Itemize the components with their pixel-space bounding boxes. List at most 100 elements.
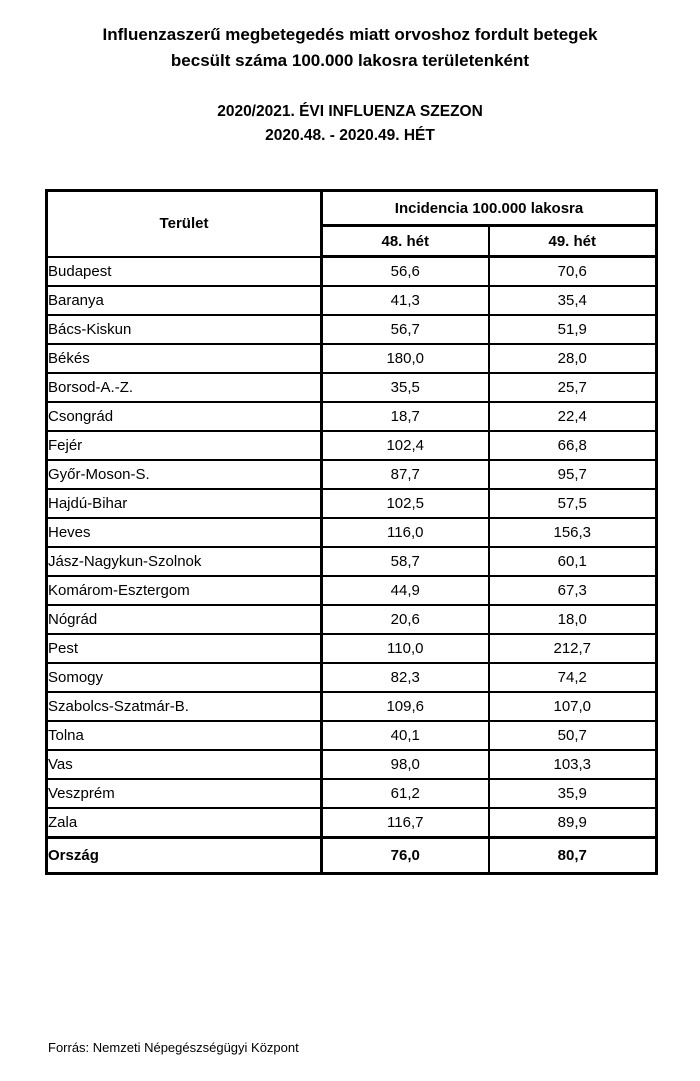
week49-cell: 18,0 bbox=[487, 603, 658, 635]
week48-cell: 20,6 bbox=[320, 603, 490, 635]
table-row: Zala 116,7 89,9 bbox=[45, 806, 658, 838]
table-header-incidence-group: Incidencia 100.000 lakosra bbox=[320, 189, 658, 227]
table-body: Budapest 56,6 70,6 Baranya 41,3 35,4 Bác… bbox=[45, 255, 658, 838]
total-week49-cell: 80,7 bbox=[487, 835, 658, 875]
area-cell: Baranya bbox=[45, 284, 323, 316]
area-cell: Borsod-A.-Z. bbox=[45, 371, 323, 403]
week48-cell: 98,0 bbox=[320, 748, 490, 780]
week49-cell: 35,4 bbox=[487, 284, 658, 316]
page-title-line1: Influenzaszerű megbetegedés miatt orvosh… bbox=[102, 25, 598, 44]
week49-cell: 50,7 bbox=[487, 719, 658, 751]
area-cell: Szabolcs-Szatmár-B. bbox=[45, 690, 323, 722]
week48-cell: 40,1 bbox=[320, 719, 490, 751]
week48-cell: 56,7 bbox=[320, 313, 490, 345]
week49-cell: 22,4 bbox=[487, 400, 658, 432]
area-cell: Hajdú-Bihar bbox=[45, 487, 323, 519]
week48-cell: 109,6 bbox=[320, 690, 490, 722]
page-title-line2: becsült száma 100.000 lakosra területenk… bbox=[170, 51, 530, 71]
week49-cell: 212,7 bbox=[487, 632, 658, 664]
table-header-week48: 48. hét bbox=[320, 224, 490, 258]
area-cell: Veszprém bbox=[45, 777, 323, 809]
table-row: Jász-Nagykun-Szolnok 58,7 60,1 bbox=[45, 545, 658, 577]
total-week48-cell: 76,0 bbox=[320, 835, 490, 875]
table-row: Hajdú-Bihar 102,5 57,5 bbox=[45, 487, 658, 519]
week49-cell: 57,5 bbox=[487, 487, 658, 519]
week49-cell: 28,0 bbox=[487, 342, 658, 374]
total-row: Ország 76,0 80,7 bbox=[45, 835, 658, 875]
area-cell: Pest bbox=[45, 632, 323, 664]
week49-cell: 74,2 bbox=[487, 661, 658, 693]
week48-cell: 56,6 bbox=[320, 255, 490, 287]
table-row: Fejér 102,4 66,8 bbox=[45, 429, 658, 461]
source-note: Forrás: Nemzeti Népegészségügyi Központ bbox=[48, 1040, 299, 1055]
week49-cell: 156,3 bbox=[487, 516, 658, 548]
header-row-group: Terület Incidencia 100.000 lakosra bbox=[45, 189, 658, 258]
week48-cell: 110,0 bbox=[320, 632, 490, 664]
table-row: Veszprém 61,2 35,9 bbox=[45, 777, 658, 809]
table-row: Komárom-Esztergom 44,9 67,3 bbox=[45, 574, 658, 606]
week48-cell: 61,2 bbox=[320, 777, 490, 809]
week49-cell: 66,8 bbox=[487, 429, 658, 461]
table-row: Vas 98,0 103,3 bbox=[45, 748, 658, 780]
area-cell: Fejér bbox=[45, 429, 323, 461]
total-area-cell: Ország bbox=[45, 835, 323, 875]
title-block: Influenzaszerű megbetegedés miatt orvosh… bbox=[0, 0, 700, 75]
area-cell: Csongrád bbox=[45, 400, 323, 432]
week48-cell: 116,7 bbox=[320, 806, 490, 838]
week48-cell: 102,4 bbox=[320, 429, 490, 461]
area-cell: Budapest bbox=[45, 255, 323, 287]
table-header: Terület Incidencia 100.000 lakosra 48. h… bbox=[45, 189, 658, 258]
area-cell: Zala bbox=[45, 806, 323, 838]
season-subtitle: 2020/2021. ÉVI INFLUENZA SZEZON 2020.48.… bbox=[0, 100, 700, 148]
week48-cell: 35,5 bbox=[320, 371, 490, 403]
week48-cell: 87,7 bbox=[320, 458, 490, 490]
week49-cell: 51,9 bbox=[487, 313, 658, 345]
incidence-table: Terület Incidencia 100.000 lakosra 48. h… bbox=[45, 189, 659, 875]
week48-cell: 44,9 bbox=[320, 574, 490, 606]
table-row: Budapest 56,6 70,6 bbox=[45, 255, 658, 287]
area-cell: Tolna bbox=[45, 719, 323, 751]
area-cell: Komárom-Esztergom bbox=[45, 574, 323, 606]
week48-cell: 41,3 bbox=[320, 284, 490, 316]
week49-cell: 25,7 bbox=[487, 371, 658, 403]
area-cell: Heves bbox=[45, 516, 323, 548]
table-row: Győr-Moson-S. 87,7 95,7 bbox=[45, 458, 658, 490]
week49-cell: 89,9 bbox=[487, 806, 658, 838]
week48-cell: 18,7 bbox=[320, 400, 490, 432]
area-cell: Nógrád bbox=[45, 603, 323, 635]
area-cell: Vas bbox=[45, 748, 323, 780]
season-subtitle-line2: 2020.48. - 2020.49. HÉT bbox=[265, 126, 435, 144]
week49-cell: 60,1 bbox=[487, 545, 658, 577]
season-block: 2020/2021. ÉVI INFLUENZA SZEZON 2020.48.… bbox=[0, 100, 700, 148]
week49-cell: 107,0 bbox=[487, 690, 658, 722]
area-cell: Békés bbox=[45, 342, 323, 374]
week48-cell: 58,7 bbox=[320, 545, 490, 577]
page-title: Influenzaszerű megbetegedés miatt orvosh… bbox=[30, 22, 670, 75]
table-row: Bács-Kiskun 56,7 51,9 bbox=[45, 313, 658, 345]
week49-cell: 67,3 bbox=[487, 574, 658, 606]
table-row: Nógrád 20,6 18,0 bbox=[45, 603, 658, 635]
season-subtitle-line1: 2020/2021. ÉVI INFLUENZA SZEZON bbox=[217, 102, 483, 120]
table-header-week49: 49. hét bbox=[487, 224, 658, 258]
area-cell: Győr-Moson-S. bbox=[45, 458, 323, 490]
week49-cell: 35,9 bbox=[487, 777, 658, 809]
table-footer: Ország 76,0 80,7 bbox=[45, 835, 658, 875]
table-row: Békés 180,0 28,0 bbox=[45, 342, 658, 374]
area-cell: Bács-Kiskun bbox=[45, 313, 323, 345]
table-row: Borsod-A.-Z. 35,5 25,7 bbox=[45, 371, 658, 403]
week48-cell: 82,3 bbox=[320, 661, 490, 693]
week49-cell: 95,7 bbox=[487, 458, 658, 490]
table-row: Szabolcs-Szatmár-B. 109,6 107,0 bbox=[45, 690, 658, 722]
table-row: Heves 116,0 156,3 bbox=[45, 516, 658, 548]
table-row: Somogy 82,3 74,2 bbox=[45, 661, 658, 693]
table-row: Csongrád 18,7 22,4 bbox=[45, 400, 658, 432]
week49-cell: 70,6 bbox=[487, 255, 658, 287]
area-cell: Somogy bbox=[45, 661, 323, 693]
table-row: Baranya 41,3 35,4 bbox=[45, 284, 658, 316]
header-row-weeks: 48. hét 49. hét bbox=[47, 224, 658, 258]
week48-cell: 180,0 bbox=[320, 342, 490, 374]
area-cell: Jász-Nagykun-Szolnok bbox=[45, 545, 323, 577]
table-row: Tolna 40,1 50,7 bbox=[45, 719, 658, 751]
table-row: Pest 110,0 212,7 bbox=[45, 632, 658, 664]
